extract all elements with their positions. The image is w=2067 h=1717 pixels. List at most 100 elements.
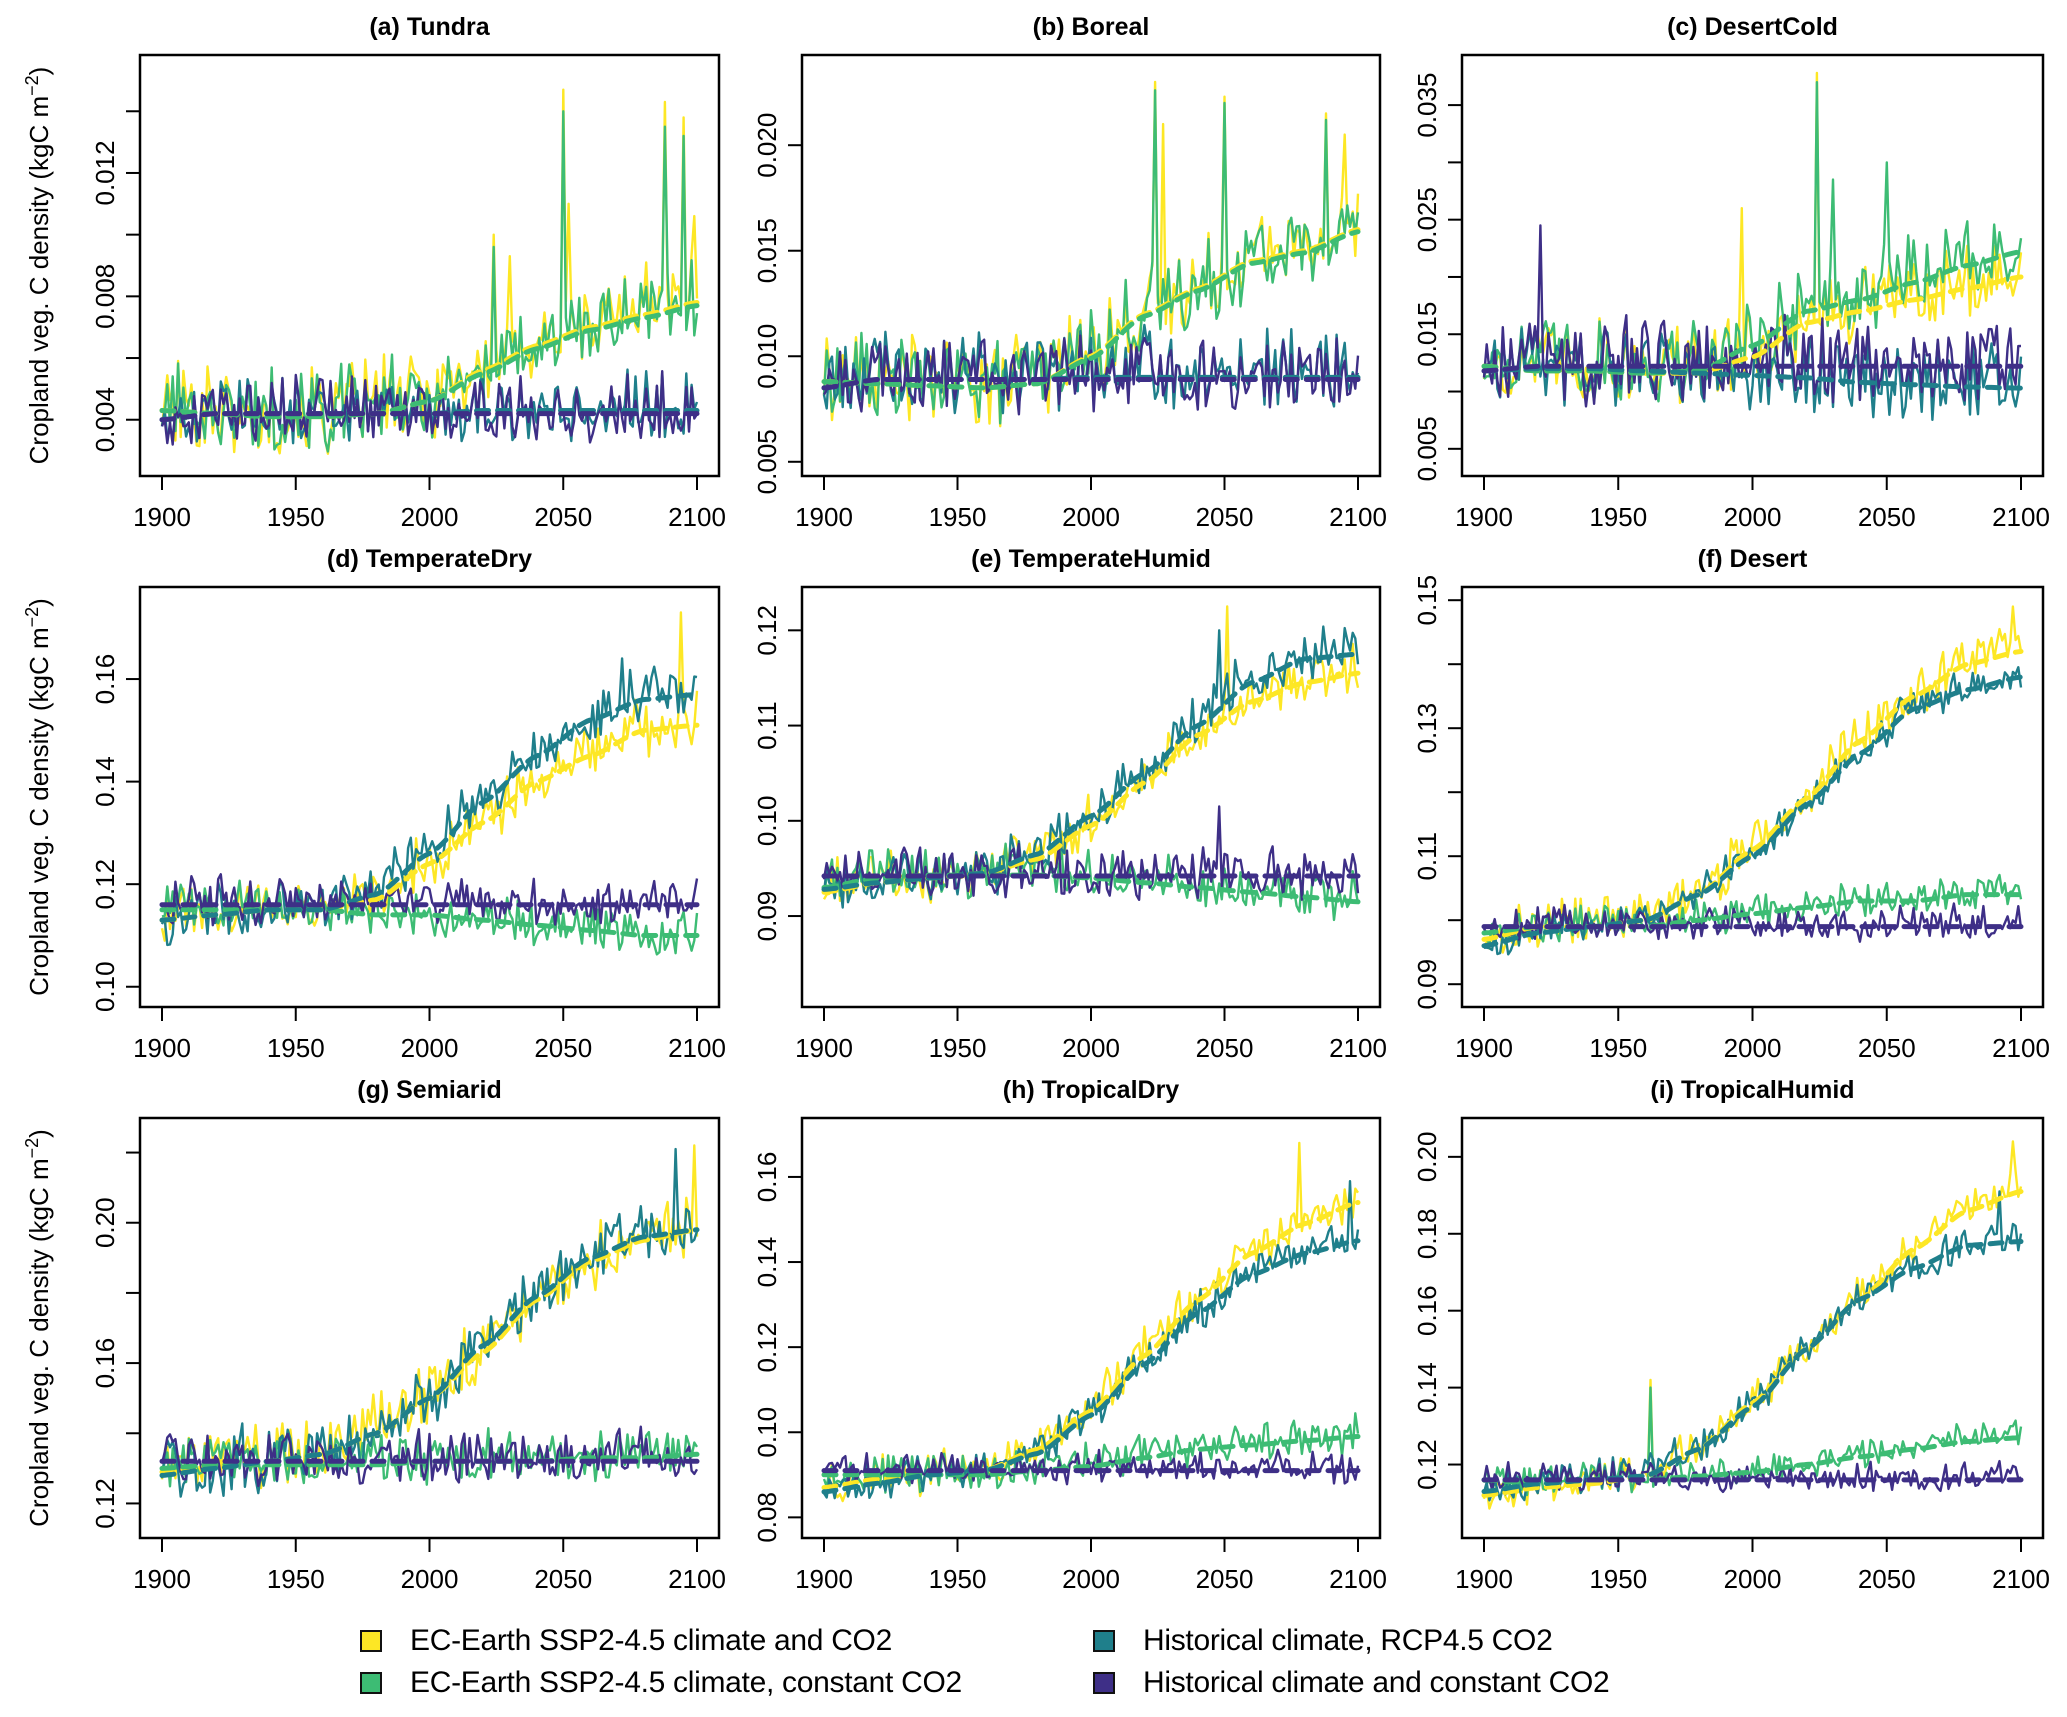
- panel-title: (f) Desert: [1698, 545, 1808, 573]
- x-tick-label: 1900: [133, 1564, 191, 1594]
- y-tick-label: 0.20: [1412, 1132, 1442, 1183]
- y-tick-label: 0.010: [752, 324, 782, 389]
- y-tick-label: 0.14: [752, 1237, 782, 1288]
- panel-title: (d) TemperateDry: [327, 545, 532, 573]
- x-tick-label: 1950: [1589, 1564, 1647, 1594]
- x-tick-label: 2000: [401, 502, 459, 532]
- x-tick-label: 2000: [1724, 1033, 1782, 1063]
- legend: EC-Earth SSP2-4.5 climate and CO2 EC-Ear…: [360, 1622, 1760, 1702]
- panel-title: (a) Tundra: [369, 13, 490, 41]
- y-tick-label: 0.16: [90, 1338, 120, 1389]
- plot-area: [159, 88, 700, 455]
- trend-line-ssp_const: [821, 229, 1361, 391]
- panel-title: (b) Boreal: [1033, 13, 1150, 41]
- plot-area: [1481, 1140, 2024, 1510]
- x-tick-label: 2050: [1196, 502, 1254, 532]
- trend-line-hist_rcp: [159, 691, 700, 923]
- x-tick-label: 1950: [929, 502, 987, 532]
- x-tick-label: 2050: [534, 1033, 592, 1063]
- panel-title: (h) TropicalDry: [1003, 1076, 1180, 1104]
- x-tick-label: 2000: [1062, 1033, 1120, 1063]
- y-tick-label: 0.10: [752, 1407, 782, 1458]
- x-tick-label: 2050: [1858, 502, 1916, 532]
- y-tick-label: 0.12: [752, 1322, 782, 1373]
- x-tick-label: 1950: [267, 502, 325, 532]
- y-axis-label-exponent: −2: [22, 1138, 42, 1159]
- y-axis-label-main: Cropland veg. C density (kgC m: [24, 96, 54, 464]
- y-tick-label: 0.15: [1412, 575, 1442, 626]
- series-line-ssp_const: [822, 89, 1360, 425]
- plot-frame: [138, 585, 721, 1009]
- y-tick-label: 0.11: [1412, 832, 1442, 881]
- y-tick-label: 0.16: [90, 654, 120, 705]
- panel-i: (i) TropicalHumid 1900 1950 2000 2050 2100 0.1…: [1412, 1076, 2050, 1594]
- x-tick-label: 2100: [1992, 1564, 2050, 1594]
- panel-title: (e) TemperateHumid: [971, 545, 1211, 573]
- plot-area: [159, 611, 700, 956]
- y-tick-label: 0.008: [90, 264, 120, 329]
- x-tick-label: 1900: [795, 502, 853, 532]
- series-line-hist_const: [822, 805, 1360, 901]
- legend-swatch-teal: [1093, 1630, 1115, 1652]
- x-tick-label: 1900: [795, 1564, 853, 1594]
- legend-item-hist-rcp: Historical climate, RCP4.5 CO2: [1093, 1622, 1553, 1660]
- legend-item-hist-const: Historical climate and constant CO2: [1093, 1664, 1610, 1702]
- y-tick-label: 0.020: [752, 113, 782, 178]
- x-tick-label: 2100: [668, 502, 726, 532]
- y-tick-label: 0.025: [1412, 187, 1442, 252]
- plot-frame: [800, 585, 1382, 1009]
- x-tick-label: 1950: [929, 1033, 987, 1063]
- y-axis-label-close: ): [24, 598, 54, 607]
- panel-c: (c) DesertCold 1900 1950 2000 2050 2100 0.005 0…: [1412, 13, 2050, 532]
- y-tick-label: 0.12: [1412, 1439, 1442, 1490]
- x-tick-label: 2100: [1992, 1033, 2050, 1063]
- x-tick-label: 1900: [133, 502, 191, 532]
- trend-line-hist_const: [1481, 363, 2024, 374]
- series-line-ssp_co2: [1482, 1140, 2023, 1510]
- y-axis-label: Cropland veg. C density (kgC m−2): [22, 67, 54, 465]
- y-tick-label: 0.11: [752, 701, 782, 750]
- panel-g: (g) Semiarid 1900 1950 2000 2050 2100 0.12 0.16…: [22, 1076, 726, 1594]
- x-tick-label: 2050: [1858, 1564, 1916, 1594]
- series-line-hist_rcp: [1482, 1190, 2023, 1502]
- plot-area: [159, 1144, 700, 1498]
- trend-line-hist_rcp: [1481, 1239, 2024, 1494]
- x-tick-label: 1900: [1455, 1564, 1513, 1594]
- legend-label: Historical climate, RCP4.5 CO2: [1143, 1624, 1553, 1657]
- x-tick-label: 1900: [795, 1033, 853, 1063]
- x-tick-label: 1950: [267, 1033, 325, 1063]
- y-tick-label: 0.12: [90, 859, 120, 910]
- plot-area: [821, 605, 1361, 922]
- x-tick-label: 1950: [929, 1564, 987, 1594]
- trend-line-hist_const: [159, 411, 700, 423]
- x-tick-label: 1900: [1455, 502, 1513, 532]
- y-tick-label: 0.16: [1412, 1285, 1442, 1336]
- y-tick-label: 0.16: [752, 1152, 782, 1203]
- x-tick-label: 2100: [1329, 1033, 1387, 1063]
- y-tick-label: 0.18: [1412, 1208, 1442, 1259]
- series-line-hist_const: [823, 1448, 1360, 1486]
- x-tick-label: 2000: [1724, 1564, 1782, 1594]
- panel-b: (b) Boreal 1900 1950 2000 2050 2100 0.005 0.010…: [752, 13, 1387, 532]
- series-line-hist_rcp: [1484, 666, 2023, 956]
- x-tick-label: 1950: [1589, 1033, 1647, 1063]
- x-tick-label: 2100: [668, 1564, 726, 1594]
- plot-area: [1481, 605, 2024, 956]
- y-tick-label: 0.004: [90, 387, 120, 452]
- x-tick-label: 2050: [1196, 1564, 1254, 1594]
- plot-area: [821, 80, 1361, 428]
- panel-d: (d) TemperateDry 1900 1950 2000 2050 2100 0.10…: [22, 545, 726, 1063]
- y-tick-label: 0.012: [90, 140, 120, 205]
- y-tick-label: 0.015: [752, 218, 782, 283]
- y-tick-label: 0.09: [1412, 959, 1442, 1010]
- y-axis-label-close: ): [24, 1129, 54, 1138]
- x-tick-label: 2100: [1329, 502, 1387, 532]
- legend-label: Historical climate and constant CO2: [1143, 1666, 1610, 1699]
- panel-f: (f) Desert 1900 1950 2000 2050 2100 0.09 0.11 0.…: [1412, 545, 2050, 1063]
- series-line-ssp_const: [822, 1412, 1360, 1494]
- y-axis-label-exponent: −2: [22, 75, 42, 96]
- trend-line-ssp_co2: [1481, 1189, 2024, 1498]
- series-line-hist_rcp: [822, 625, 1360, 909]
- y-tick-label: 0.10: [90, 961, 120, 1012]
- y-axis-label-main: Cropland veg. C density (kgC m: [24, 627, 54, 995]
